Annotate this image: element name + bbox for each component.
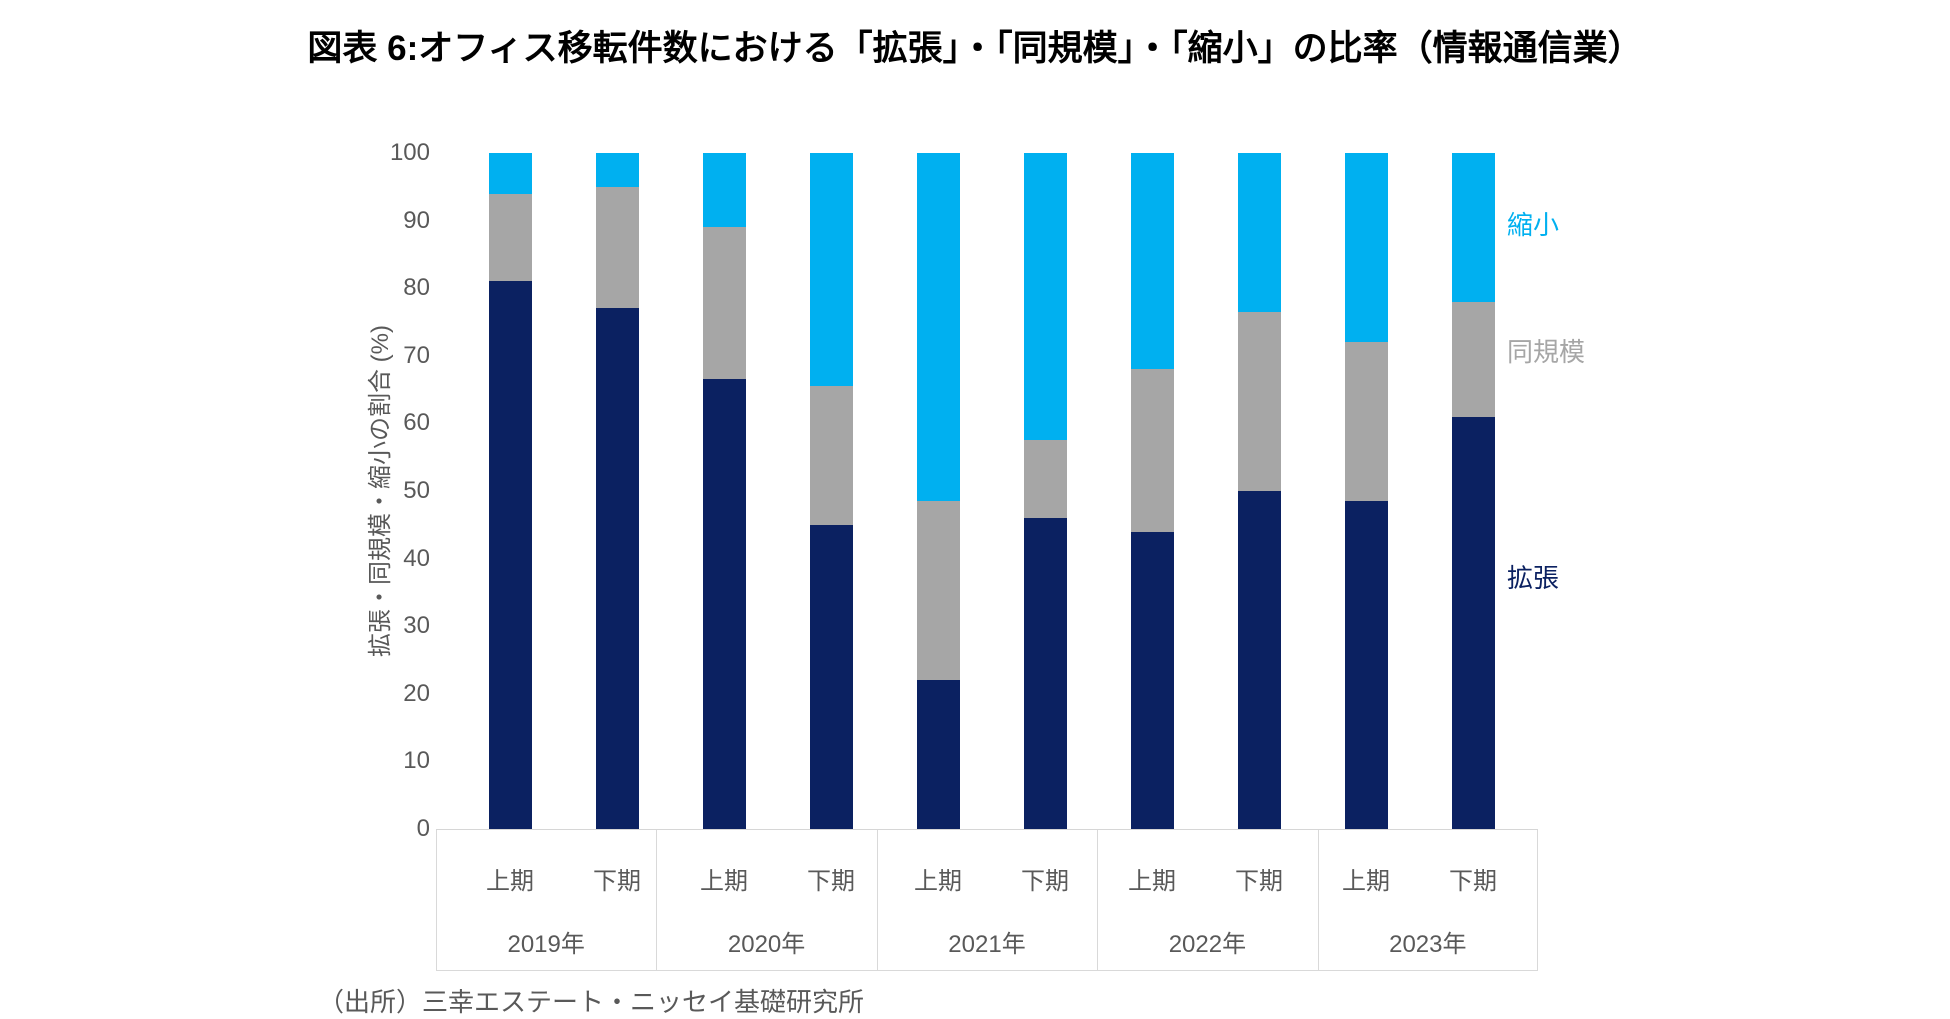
stacked-bar (809, 153, 853, 829)
bar-segment-expand (488, 281, 532, 829)
bar-segment-same (488, 193, 532, 282)
bar-segment-same (1023, 440, 1067, 519)
y-tick-label: 80 (403, 274, 430, 302)
stacked-bar (1344, 153, 1388, 829)
year-group-separator (877, 830, 878, 970)
source-note: （出所）三幸エステート・ニッセイ基礎研究所 (318, 987, 865, 1017)
stacked-bar (916, 153, 960, 829)
period-label: 上期 (486, 868, 534, 895)
chart-title: 図表 6:オフィス移転件数における「拡張」・「同規模」・「縮小」の比率（情報通信… (307, 29, 1643, 68)
bar-segment-expand (702, 379, 746, 829)
period-label: 下期 (1021, 868, 1069, 895)
year-group-separator (1097, 830, 1098, 970)
stacked-bar (702, 153, 746, 829)
bar-segment-shrink (595, 153, 639, 187)
bar-segment-shrink (1130, 153, 1174, 370)
bar-segment-shrink (1237, 153, 1281, 312)
year-group-separator (436, 830, 437, 970)
stacked-bar (1237, 153, 1281, 829)
series-label-same-scale: 同規模 (1507, 337, 1586, 367)
year-group-separator (1537, 830, 1538, 970)
stacked-bar (595, 153, 639, 829)
bar-segment-expand (1451, 416, 1495, 829)
y-tick-label: 100 (389, 139, 430, 166)
category-axis: 上期 下期 2019年 上期 下期 2020年 上期 下期 2021年 上期 下期 2022年 上期 下期… (436, 830, 1538, 971)
y-tick-label: 30 (403, 612, 430, 640)
bar-segment-same (595, 186, 639, 309)
plot-area (436, 153, 1538, 830)
year-label: 2019年 (507, 931, 585, 958)
y-tick-label: 0 (416, 815, 430, 842)
series-label-expand: 拡張 (1507, 563, 1560, 593)
bar-segment-shrink (916, 153, 960, 502)
year-label: 2021年 (948, 931, 1026, 958)
stacked-bar (488, 153, 532, 829)
period-label: 下期 (1235, 868, 1283, 895)
period-label: 下期 (1449, 868, 1497, 895)
bar-segment-same (916, 501, 960, 681)
y-tick-label: 70 (403, 341, 430, 369)
bar-segment-expand (595, 308, 639, 829)
period-label: 上期 (914, 868, 962, 895)
bar-segment-expand (1344, 501, 1388, 829)
year-label: 2023年 (1389, 931, 1467, 958)
bar-segment-same (1451, 301, 1495, 417)
stacked-bar (1130, 153, 1174, 829)
bar-segment-shrink (488, 153, 532, 194)
y-tick-label: 20 (403, 679, 430, 707)
y-tick-label: 90 (403, 206, 430, 234)
bar-segment-shrink (1451, 153, 1495, 302)
bar-segment-expand (1130, 531, 1174, 829)
bar-segment-expand (1237, 490, 1281, 829)
bar-segment-expand (916, 680, 960, 829)
stacked-bar (1451, 153, 1495, 829)
bar-segment-same (1130, 369, 1174, 532)
period-label: 上期 (1128, 868, 1176, 895)
year-group-separator (656, 830, 657, 970)
bar-segment-shrink (1023, 153, 1067, 441)
period-label: 上期 (1342, 868, 1390, 895)
y-tick-label: 50 (403, 477, 430, 504)
y-tick-label: 40 (403, 544, 430, 572)
period-label: 下期 (807, 868, 855, 895)
bar-segment-expand (1023, 518, 1067, 829)
bar-segment-shrink (809, 153, 853, 387)
period-label: 上期 (700, 868, 748, 895)
year-label: 2020年 (727, 931, 806, 958)
bar-segment-same (809, 386, 853, 525)
bar-segment-same (1344, 342, 1388, 502)
bar-segment-shrink (1344, 153, 1388, 343)
bar-segment-same (1237, 311, 1281, 491)
y-tick-label: 60 (403, 409, 430, 437)
y-tick-label: 10 (403, 747, 430, 775)
series-label-shrink: 縮小 (1507, 210, 1560, 240)
stacked-bar (1023, 153, 1067, 829)
bar-segment-expand (809, 524, 853, 829)
bar-segment-shrink (702, 153, 746, 228)
bar-segment-same (702, 227, 746, 380)
year-group-separator (1318, 830, 1319, 970)
year-label: 2022年 (1168, 931, 1247, 958)
period-label: 下期 (593, 868, 641, 895)
